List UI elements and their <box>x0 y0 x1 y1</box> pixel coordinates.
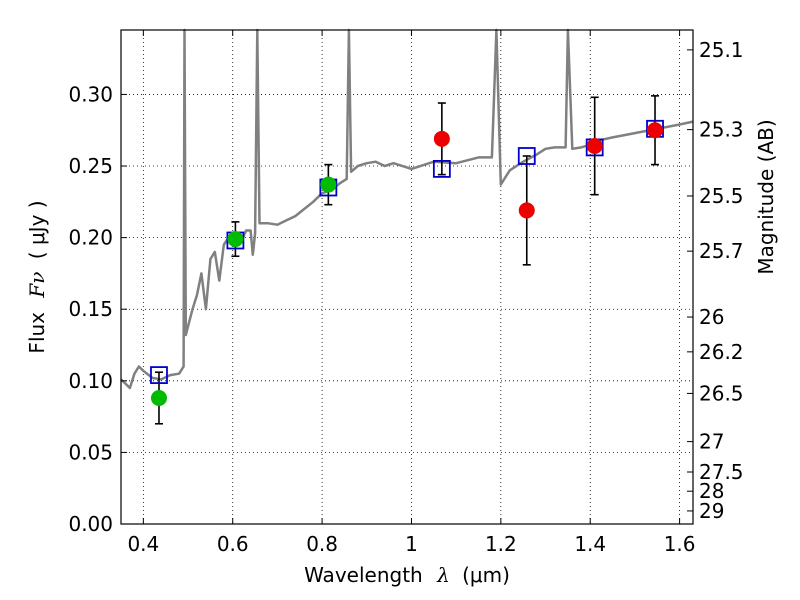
template-spectrum-layer <box>120 28 694 390</box>
y-tick-label: 0.05 <box>68 440 113 464</box>
x-tick-label: 1.6 <box>664 532 696 556</box>
mag-tick-label: 27.5 <box>699 460 744 484</box>
x-axis-label-symbol: λ <box>436 563 450 587</box>
nir-obs-point <box>647 122 664 139</box>
nir-obs-point <box>586 137 603 154</box>
model-square-point <box>432 159 451 178</box>
optical-obs-point <box>227 231 244 248</box>
plot-frame <box>120 29 694 525</box>
y-axis-label-symbol: Fν <box>25 272 49 299</box>
x-tick-label: 1.4 <box>574 532 606 556</box>
mag-tick-label: 25.1 <box>699 38 744 62</box>
optical-obs-point <box>320 176 337 193</box>
y-axis-label-text: Flux <box>25 312 49 354</box>
mag-tick-label: 29 <box>699 499 724 523</box>
grid-lines <box>121 30 693 525</box>
axis-ticks-layer: 0.4 0.6 0.8 1 1.2 1.4 1.6 0.00 0.05 0.10 0.15 0.20 0… <box>68 30 744 556</box>
mag-tick-label: 25.5 <box>699 184 744 208</box>
mag-tick-label: 25.7 <box>699 239 744 263</box>
mag-tick-label: 27 <box>699 430 724 454</box>
y-axis-label-unit: ( μJy ) <box>25 200 49 259</box>
y-tick-label: 0.00 <box>68 512 113 536</box>
nir-obs-point <box>518 202 535 219</box>
x-tick-label: 1.2 <box>485 532 517 556</box>
y-axis-label: Flux Fν ( μJy ) <box>25 200 49 353</box>
x-axis-label-text: Wavelength <box>304 563 423 587</box>
optical-obs-point <box>150 389 167 406</box>
y-tick-label: 0.15 <box>68 297 113 321</box>
mag-tick-label: 25.3 <box>699 118 744 142</box>
y-tick-label: 0.30 <box>68 82 113 106</box>
mag-tick-label: 28 <box>699 479 724 503</box>
mag-tick-label: 26.2 <box>699 340 744 364</box>
mag-tick-label: 26 <box>699 305 724 329</box>
x-axis-label-unit: (μm) <box>462 563 510 587</box>
error-bars-layer <box>154 95 660 425</box>
x-tick-label: 1 <box>405 532 418 556</box>
x-tick-label: 0.4 <box>127 532 159 556</box>
x-axis-label: Wavelength λ (μm) <box>304 563 510 587</box>
data-points-layer <box>150 119 664 406</box>
model-square-point <box>517 147 536 165</box>
mag-tick-label: 26.5 <box>699 381 744 405</box>
y-tick-label: 0.20 <box>68 226 113 250</box>
template-spectrum-line <box>120 28 694 390</box>
y-tick-label: 0.25 <box>68 154 113 178</box>
nir-obs-point <box>433 130 450 147</box>
x-tick-label: 0.8 <box>306 532 338 556</box>
x-tick-label: 0.6 <box>217 532 249 556</box>
y-axis-right-label: Magnitude (AB) <box>754 119 778 274</box>
model-square-point <box>150 366 168 384</box>
y-tick-label: 0.10 <box>68 369 113 393</box>
